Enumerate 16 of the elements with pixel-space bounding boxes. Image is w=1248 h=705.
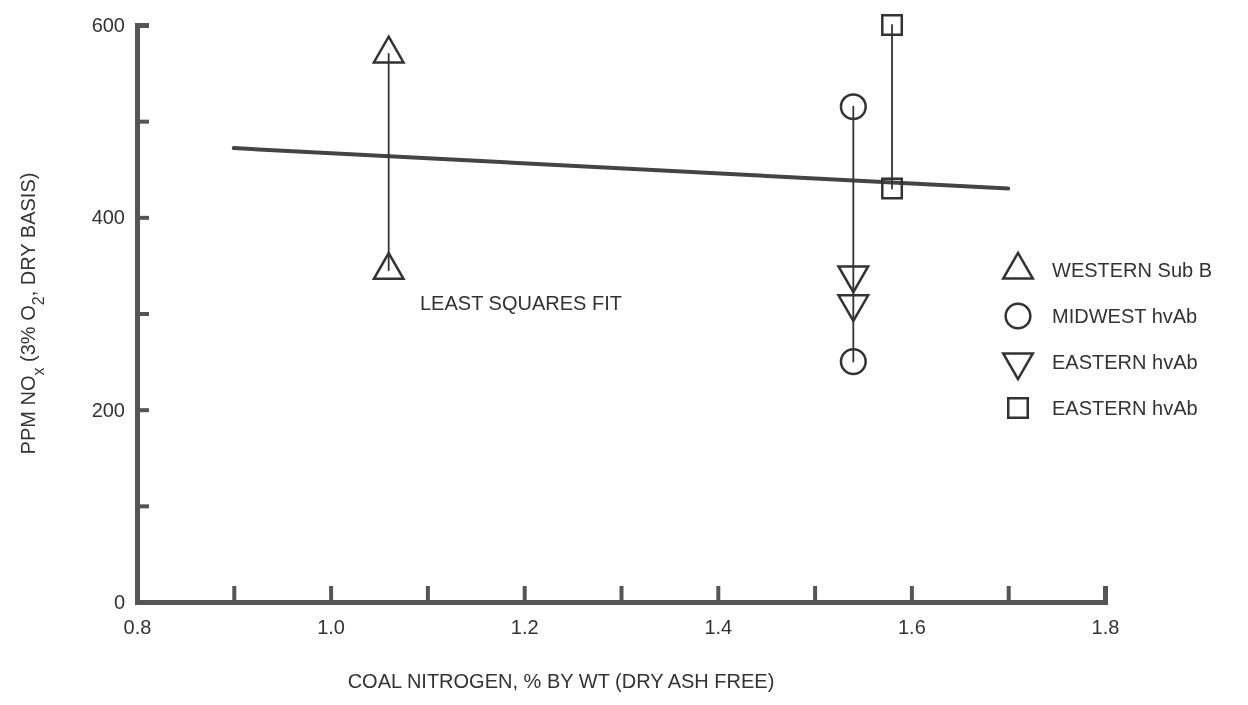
y-tick-label: 400 <box>91 206 125 229</box>
x-tick-label: 1.8 <box>1091 616 1120 639</box>
y-tick-label: 200 <box>91 398 125 421</box>
x-tick-label: 1.0 <box>317 616 346 639</box>
legend-label: WESTERN Sub B <box>1052 259 1213 281</box>
x-tick-label: 0.8 <box>123 616 152 639</box>
legend-label: EASTERN hvAb <box>1052 351 1198 373</box>
x-tick-label: 1.2 <box>510 616 539 639</box>
y-tick-label: 0 <box>113 590 125 613</box>
y-tick-label: 600 <box>91 13 125 36</box>
x-axis-title: COAL NITROGEN, % BY WT (DRY ASH FREE) <box>347 670 775 692</box>
x-tick-label: 1.6 <box>897 616 926 639</box>
annotation: LEAST SQUARES FIT <box>420 292 622 314</box>
x-tick-label: 1.4 <box>704 616 733 639</box>
legend-label: MIDWEST hvAb <box>1052 305 1198 327</box>
legend-label: EASTERN hvAb <box>1052 397 1198 419</box>
